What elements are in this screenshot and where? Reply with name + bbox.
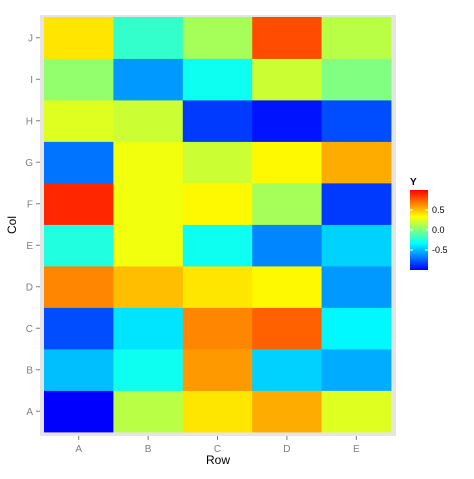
x-tick-label: C [214,444,221,455]
heatmap-tile-A-H [44,100,114,142]
heatmap-tile-B-H [113,100,184,142]
heatmap-tile-E-J [321,17,392,59]
heatmap-tile-A-F [44,183,114,225]
heatmap-tile-D-A [252,390,322,433]
heatmap-tile-E-D [321,266,392,308]
heatmap-tile-D-H [252,100,322,142]
y-tick-label: J [28,33,33,44]
heatmap-tile-E-C [321,307,392,350]
y-tick-label: I [30,75,33,86]
heatmap-tile-B-E [113,224,184,267]
legend-tick-label: -0.5 [432,245,448,255]
heatmap-tile-A-I [44,58,114,101]
heatmap-tile-A-A [44,390,114,433]
heatmap-tile-E-I [321,58,392,101]
heatmap-tile-B-D [113,266,184,308]
y-tick-label: E [26,241,33,252]
heatmap-tile-C-B [182,349,253,391]
x-axis: A B C D E [75,436,360,455]
y-tick-label: A [26,407,33,418]
y-tick-label: G [25,158,33,169]
heatmap-tile-B-B [113,349,184,391]
heatmap-tile-E-G [321,141,392,184]
x-axis-title: Row [206,453,230,467]
heatmap-tile-E-F [321,183,392,225]
heatmap-tile-D-F [252,183,322,225]
heatmap-tile-E-E [321,224,392,267]
heatmap-tile-C-H [182,100,253,142]
heatmap-tile-C-G [182,141,253,184]
x-tick-label: B [145,444,152,455]
heatmap-tile-B-I [113,58,184,101]
y-tick-label: C [26,324,33,335]
y-tick-label: H [26,116,33,127]
heatmap-tile-D-G [252,141,322,184]
y-tick-label: B [26,365,33,376]
heatmap-tile-A-G [44,141,114,184]
heatmap-tile-B-A [113,390,184,433]
heatmap-tile-A-B [44,349,114,391]
x-tick-label: E [353,444,360,455]
heatmap-tile-C-I [182,58,253,101]
y-axis: A B C D E F G H I J [25,33,40,418]
heatmap-tile-D-C [252,307,322,350]
heatmap-tile-C-J [182,17,253,59]
legend: Y 0.5 0.0 -0.5 [410,177,448,270]
heatmap-tile-A-C [44,307,114,350]
legend-tick-label: 0.5 [432,205,445,215]
y-tick-label: F [27,199,33,210]
heatmap-tile-C-D [182,266,253,308]
heatmap-tile-D-B [252,349,322,391]
heatmap-tile-E-A [321,390,392,433]
y-tick-label: D [26,282,33,293]
heatmap-tile-C-A [182,390,253,433]
heatmap-tile-B-G [113,141,184,184]
heatmap-tile-E-H [321,100,392,142]
heatmap-tile-C-C [182,307,253,350]
tile-layer [44,17,392,433]
heatmap-tile-E-B [321,349,392,391]
heatmap-tile-A-E [44,224,114,267]
legend-title: Y [410,177,417,188]
heatmap-tile-A-D [44,266,114,308]
heatmap-tile-D-D [252,266,322,308]
heatmap-tile-A-J [44,17,114,59]
heatmap-tile-C-E [182,224,253,267]
legend-colorbar [410,190,428,270]
heatmap-tile-C-F [182,183,253,225]
heatmap-tile-D-I [252,58,322,101]
heatmap-tile-B-J [113,17,184,59]
y-axis-title: Col [5,216,19,234]
legend-tick-label: 0.0 [432,225,445,235]
heatmap-tile-D-J [252,17,322,59]
x-tick-label: A [75,444,82,455]
x-tick-label: D [283,444,290,455]
heatmap-tile-B-C [113,307,184,350]
heatmap-tile-B-F [113,183,184,225]
legend-ticks: 0.5 0.0 -0.5 [410,205,448,255]
heatmap-tile-D-E [252,224,322,267]
